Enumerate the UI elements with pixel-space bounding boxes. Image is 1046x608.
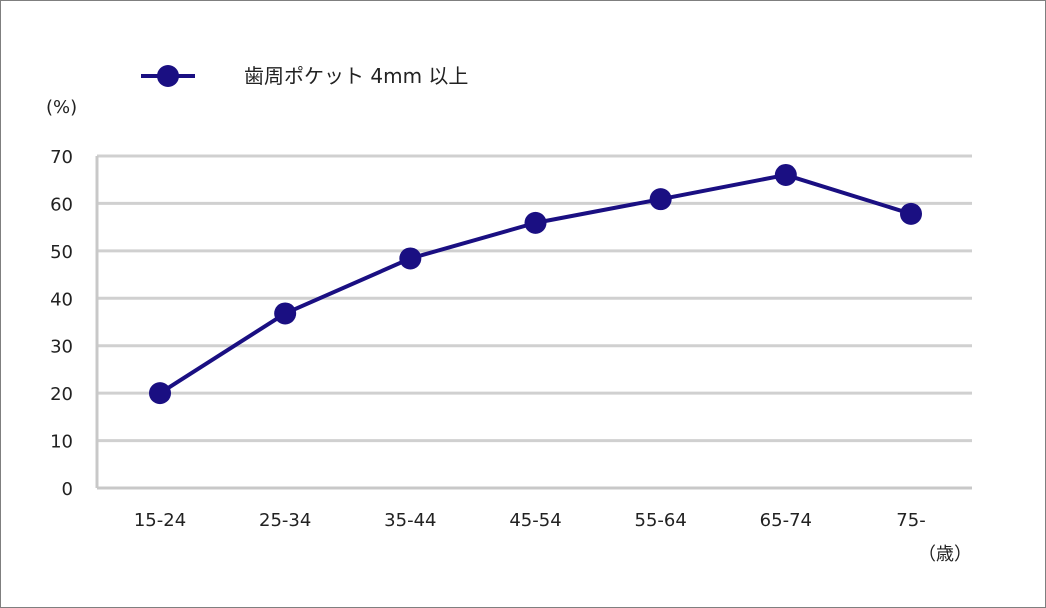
series-line bbox=[158, 172, 912, 395]
legend-marker bbox=[157, 65, 179, 87]
x-tick-label: 25-34 bbox=[259, 510, 311, 531]
x-unit-label: （歳） bbox=[918, 544, 972, 565]
x-tick-label: 65-74 bbox=[760, 510, 812, 531]
data-point bbox=[524, 211, 547, 234]
y-tick-label: 20 bbox=[50, 384, 73, 405]
y-unit-label: (%) bbox=[46, 97, 77, 118]
data-point bbox=[149, 382, 171, 405]
y-tick-label: 50 bbox=[50, 242, 73, 263]
y-tick-labels: 0 10 20 30 40 50 60 70 bbox=[50, 147, 73, 500]
x-tick-label: 55-64 bbox=[635, 510, 687, 531]
data-point bbox=[274, 302, 297, 325]
y-tick-label: 30 bbox=[50, 337, 73, 358]
x-tick-label: 45-54 bbox=[509, 510, 561, 531]
data-point bbox=[774, 163, 797, 186]
data-point bbox=[399, 247, 422, 270]
y-tick-label: 10 bbox=[50, 432, 73, 453]
x-tick-label: 15-24 bbox=[134, 510, 186, 531]
y-tick-label: 60 bbox=[50, 194, 73, 215]
x-tick-labels: 15-24 25-34 35-44 45-54 55-64 65-74 75- bbox=[134, 510, 926, 531]
data-point bbox=[649, 188, 672, 211]
legend-label: 歯周ポケット 4mm 以上 bbox=[244, 64, 468, 88]
series bbox=[149, 163, 922, 405]
data-point bbox=[900, 202, 922, 225]
x-tick-label: 75- bbox=[896, 510, 925, 531]
legend: 歯周ポケット 4mm 以上 bbox=[141, 64, 468, 88]
y-tick-label: 70 bbox=[50, 147, 73, 168]
gridlines bbox=[97, 154, 972, 443]
axes bbox=[95, 156, 972, 490]
x-tick-label: 35-44 bbox=[384, 510, 436, 531]
y-tick-label: 40 bbox=[50, 289, 73, 310]
y-tick-label: 0 bbox=[62, 479, 73, 500]
